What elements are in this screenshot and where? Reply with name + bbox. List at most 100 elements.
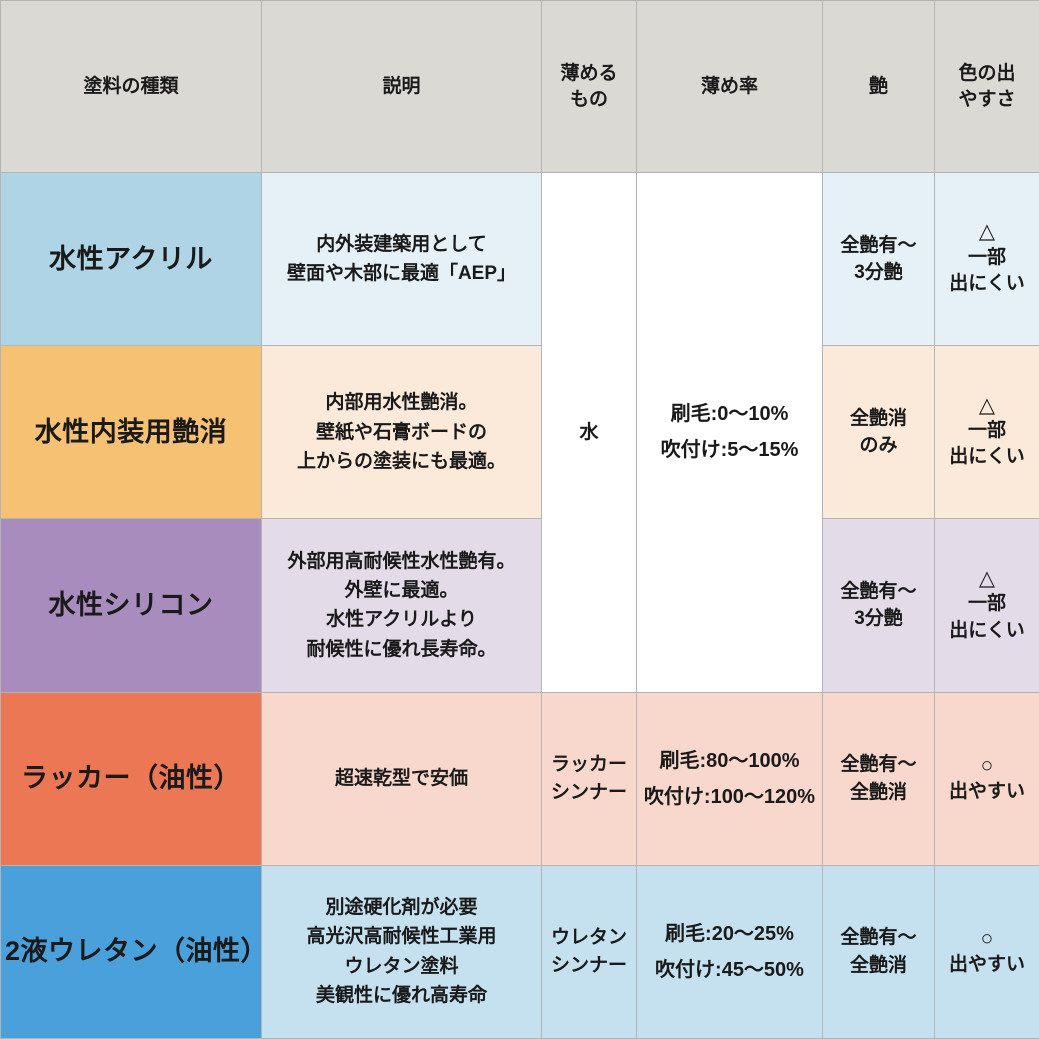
- gloss-line: 全艶有〜: [840, 927, 917, 949]
- cell-paint-type: 水性シリコン: [0, 518, 262, 693]
- description-line: 内外装建築用として: [316, 233, 487, 255]
- dilution-rate-line: 刷毛:0〜10%: [670, 403, 789, 426]
- description-line: 壁紙や石膏ボードの: [315, 421, 487, 443]
- gloss-line: 全艶消: [849, 407, 907, 429]
- thinner-line: シンナー: [550, 954, 627, 976]
- column-header-color-development: 色の出 やすさ: [934, 0, 1039, 173]
- description-line: 高光沢高耐候性工業用: [306, 926, 497, 948]
- color-development-line: 一部: [967, 246, 1006, 268]
- dilution-rate-line: 吹付け:45〜50%: [655, 958, 804, 981]
- cell-color-development: ○ 出やすい: [934, 691, 1039, 866]
- description-line: 外部用高耐候性水性艶有。: [287, 550, 516, 572]
- color-development-line: 一部: [967, 419, 1006, 441]
- paint-type-label: 水性シリコン: [48, 589, 214, 620]
- description-line: 外壁に最適。: [344, 580, 459, 602]
- header-row: 塗料の種類 説明 薄める もの 薄め率 艶 色の出 やすさ: [0, 0, 1039, 173]
- cell-color-development: ○ 出やすい: [934, 864, 1039, 1039]
- cell-gloss: 全艶有〜 3分艶: [822, 171, 935, 347]
- color-development-line: 出やすい: [948, 954, 1025, 976]
- table-row: 水性内装用艶消 内部用水性艶消。 壁紙や石膏ボードの 上からの塗装にも最適。 全…: [0, 345, 1039, 520]
- cell-dilution-rate-merged: 刷毛:0〜10% 吹付け:5〜15%: [636, 172, 823, 693]
- cell-description: 超速乾型で安価: [261, 691, 542, 866]
- cell-thinner: ウレタン シンナー: [541, 864, 637, 1039]
- description-line: 内部用水性艶消。: [325, 392, 478, 414]
- paint-type-label: 2液ウレタン（油性）: [5, 936, 269, 967]
- column-header-gloss: 艶: [822, 0, 935, 173]
- cell-paint-type: 水性アクリル: [0, 171, 262, 347]
- color-development-line: 出にくい: [949, 273, 1025, 295]
- circle-icon: ○: [980, 926, 994, 950]
- color-development-line: 一部: [967, 592, 1006, 614]
- triangle-icon: △: [978, 393, 996, 417]
- cell-color-development: △ 一部 出にくい: [934, 345, 1039, 520]
- description-line: 超速乾型で安価: [334, 767, 468, 789]
- cell-gloss: 全艶消 のみ: [822, 345, 935, 520]
- dilution-rate-line: 吹付け:100〜120%: [643, 785, 816, 808]
- thinner-line: ラッカー: [550, 754, 627, 776]
- cell-thinner-merged: 水: [541, 172, 637, 693]
- table-header: 塗料の種類 説明 薄める もの 薄め率 艶 色の出 やすさ: [0, 0, 1039, 173]
- cell-description: 内部用水性艶消。 壁紙や石膏ボードの 上からの塗装にも最適。: [261, 345, 542, 520]
- column-header-thinner-line2: もの: [569, 88, 608, 110]
- gloss-line: 全艶消: [849, 954, 907, 976]
- cell-dilution-rate: 刷毛:80〜100% 吹付け:100〜120%: [636, 691, 823, 866]
- cell-paint-type: 水性内装用艶消: [0, 345, 262, 520]
- thinner-line: ウレタン: [550, 927, 627, 949]
- thinner-label: 水: [579, 421, 599, 443]
- gloss-line: 全艶有〜: [840, 580, 917, 602]
- cell-description: 別途硬化剤が必要 高光沢高耐候性工業用 ウレタン塗料 美観性に優れ高寿命: [261, 864, 542, 1039]
- thinner-line: シンナー: [550, 781, 627, 803]
- column-header-dilution-rate-label: 薄め率: [700, 75, 758, 97]
- description-line: 水性アクリルより: [326, 609, 477, 631]
- table-row: 2液ウレタン（油性） 別途硬化剤が必要 高光沢高耐候性工業用 ウレタン塗料 美観…: [0, 864, 1039, 1039]
- table-body: 水性アクリル 内外装建築用として 壁面や木部に最適「AEP」 水 刷毛:0〜10…: [0, 171, 1039, 1039]
- column-header-type: 塗料の種類: [0, 0, 262, 173]
- cell-color-development: △ 一部 出にくい: [934, 171, 1039, 347]
- gloss-line: 全艶有〜: [840, 234, 917, 256]
- cell-paint-type: 2液ウレタン（油性）: [0, 864, 269, 1039]
- table-row: 水性シリコン 外部用高耐候性水性艶有。 外壁に最適。 水性アクリルより 耐候性に…: [0, 518, 1039, 693]
- gloss-line: 3分艶: [854, 262, 903, 284]
- column-header-thinner-line1: 薄める: [560, 62, 618, 84]
- color-development-line: 出にくい: [949, 619, 1025, 641]
- description-line: ウレタン塗料: [344, 955, 459, 977]
- column-header-thinner: 薄める もの: [541, 0, 637, 173]
- column-header-gloss-label: 艶: [868, 75, 888, 97]
- column-header-description-label: 説明: [382, 75, 421, 97]
- cell-paint-type: ラッカー（油性）: [0, 691, 262, 866]
- triangle-icon: △: [978, 566, 996, 590]
- description-line: 上からの塗装にも最適。: [296, 451, 506, 472]
- cell-description: 外部用高耐候性水性艶有。 外壁に最適。 水性アクリルより 耐候性に優れ長寿命。: [261, 518, 542, 693]
- description-line: 美観性に優れ高寿命: [315, 985, 487, 1007]
- paint-type-label: 水性アクリル: [49, 243, 213, 274]
- cell-gloss: 全艶有〜 全艶消: [822, 864, 935, 1039]
- description-line: 壁面や木部に最適「AEP」: [286, 263, 517, 285]
- circle-icon: ○: [980, 753, 994, 777]
- cell-description: 内外装建築用として 壁面や木部に最適「AEP」: [261, 171, 542, 347]
- table-row: 水性アクリル 内外装建築用として 壁面や木部に最適「AEP」 水 刷毛:0〜10…: [0, 171, 1039, 693]
- color-development-line: 出やすい: [948, 781, 1025, 802]
- dilution-rate-line: 刷毛:20〜25%: [665, 922, 794, 945]
- column-header-description: 説明: [261, 0, 542, 173]
- dilution-rate-line: 吹付け:5〜15%: [660, 439, 799, 462]
- gloss-line: のみ: [859, 435, 898, 457]
- dilution-rate-line: 刷毛:80〜100%: [659, 749, 800, 772]
- gloss-line: 全艶有〜: [840, 754, 917, 776]
- description-line: 別途硬化剤が必要: [325, 897, 478, 918]
- cell-color-development: △ 一部 出にくい: [934, 518, 1039, 693]
- description-line: 耐候性に優れ長寿命。: [306, 638, 497, 660]
- cell-thinner: ラッカー シンナー: [541, 691, 637, 866]
- cell-dilution-rate: 刷毛:20〜25% 吹付け:45〜50%: [636, 864, 823, 1039]
- triangle-icon: △: [978, 220, 996, 244]
- table-row: ラッカー（油性） 超速乾型で安価 ラッカー シンナー 刷毛:80〜100% 吹付…: [0, 691, 1039, 866]
- gloss-line: 3分艶: [854, 608, 903, 630]
- cell-gloss: 全艶有〜 3分艶: [822, 518, 935, 693]
- gloss-line: 全艶消: [849, 781, 907, 803]
- column-header-color-development-line1: 色の出: [958, 62, 1016, 84]
- column-header-type-label: 塗料の種類: [83, 75, 179, 97]
- paint-type-label: 水性内装用艶消: [34, 416, 228, 447]
- color-development-line: 出にくい: [949, 446, 1025, 468]
- column-header-dilution-rate: 薄め率: [636, 0, 823, 173]
- paint-type-label: ラッカー（油性）: [21, 763, 241, 794]
